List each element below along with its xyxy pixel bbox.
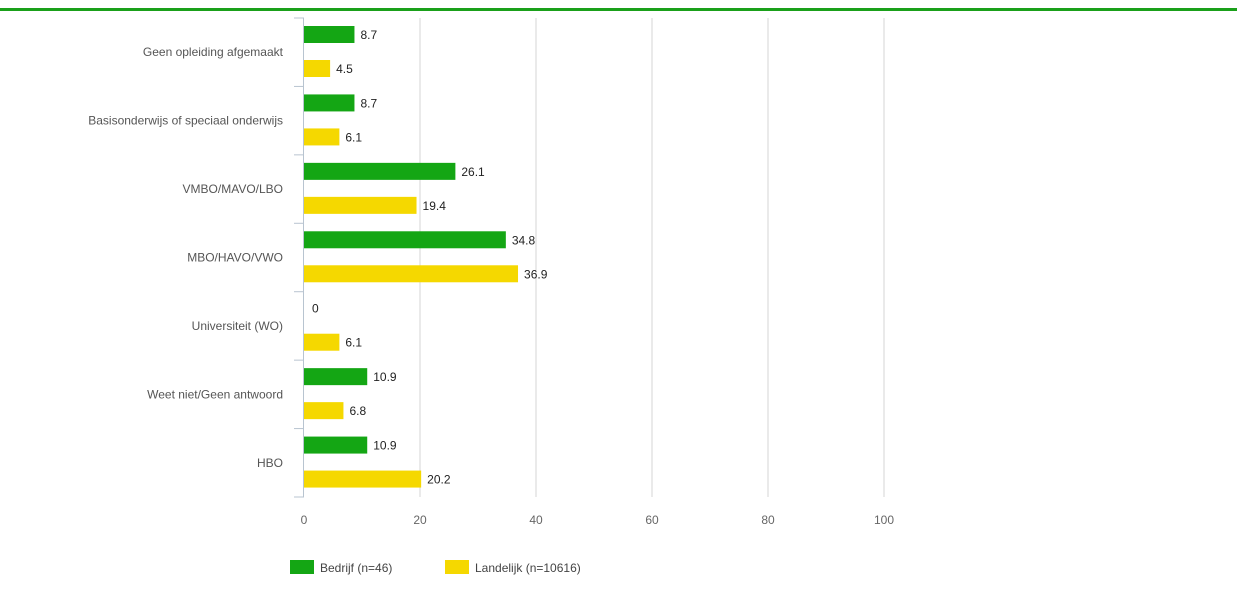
bar	[304, 436, 368, 454]
data-label: 36.9	[524, 267, 548, 281]
data-label: 19.4	[423, 199, 447, 213]
bar	[304, 333, 340, 351]
bar	[304, 265, 519, 283]
data-label: 26.1	[461, 165, 485, 179]
header-rule	[0, 8, 1237, 11]
bar	[304, 128, 340, 146]
x-tick-label: 80	[761, 513, 775, 527]
category-label: HBO	[257, 456, 283, 470]
category-label: MBO/HAVO/VWO	[187, 251, 283, 265]
category-axis-ticks	[294, 17, 304, 498]
bar	[304, 368, 368, 386]
data-label: 0	[312, 302, 319, 316]
data-label: 6.1	[345, 130, 362, 144]
x-axis-tick-labels: 0 20 40 60 80 100	[301, 513, 895, 527]
bar	[304, 196, 417, 214]
data-label: 8.7	[360, 28, 377, 42]
data-labels: 8.7 8.7 26.1 34.8 0 10.9 10.9 4.5 6.1 19.4 36.9 6.1…	[312, 28, 548, 487]
x-tick-label: 0	[301, 513, 308, 527]
legend-swatch	[290, 560, 314, 574]
category-label: Weet niet/Geen antwoord	[147, 387, 283, 401]
bars	[304, 26, 519, 488]
category-label: VMBO/MAVO/LBO	[183, 182, 283, 196]
category-labels: Geen opleiding afgemaakt Basisonderwijs o…	[88, 45, 283, 470]
legend-label: Landelijk (n=10616)	[475, 561, 581, 575]
bar	[304, 231, 506, 249]
data-label: 34.8	[512, 233, 536, 247]
legend-label: Bedrijf (n=46)	[320, 561, 392, 575]
data-label: 4.5	[336, 62, 353, 76]
bar	[304, 470, 422, 488]
category-label: Basisonderwijs of speciaal onderwijs	[88, 114, 283, 128]
x-tick-label: 60	[645, 513, 659, 527]
bar	[304, 162, 456, 180]
data-label: 20.2	[427, 473, 451, 487]
bar	[304, 402, 344, 420]
bar	[304, 94, 355, 112]
x-tick-label: 100	[874, 513, 894, 527]
bar	[304, 60, 331, 77]
grid-lines	[419, 18, 885, 497]
x-tick-label: 20	[413, 513, 427, 527]
category-label: Geen opleiding afgemaakt	[143, 45, 284, 59]
data-label: 6.8	[349, 404, 366, 418]
data-label: 10.9	[373, 370, 397, 384]
data-label: 10.9	[373, 439, 397, 453]
legend-swatch	[445, 560, 469, 574]
data-label: 8.7	[360, 96, 377, 110]
legend: Bedrijf (n=46) Landelijk (n=10616)	[290, 560, 581, 575]
x-tick-label: 40	[529, 513, 543, 527]
category-label: Universiteit (WO)	[192, 319, 283, 333]
data-label: 6.1	[345, 336, 362, 350]
bar	[304, 26, 355, 43]
